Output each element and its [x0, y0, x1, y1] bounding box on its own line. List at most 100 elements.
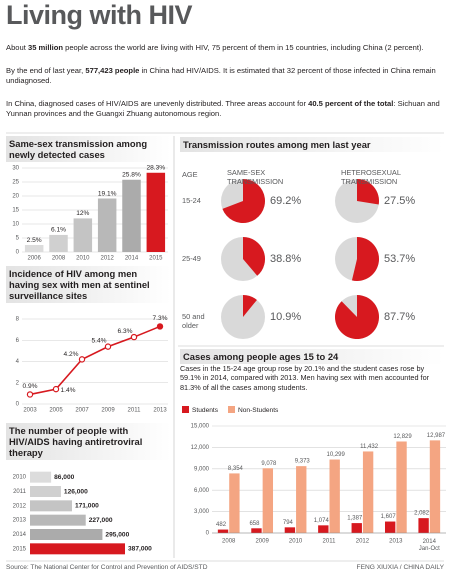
y-tick-label: 8 [16, 317, 20, 323]
value-label: 38.8% [270, 253, 301, 265]
text: people across the world are living with … [63, 43, 424, 52]
value-label: 387,000 [128, 546, 152, 553]
y-tick-label: 2011 [13, 489, 27, 495]
bar [229, 473, 240, 533]
y-tick-label: 2014 [13, 532, 27, 538]
y-tick-label: 25 [12, 180, 19, 186]
value-label: 6.3% [117, 328, 132, 335]
y-tick-label: 0 [206, 531, 210, 537]
value-label: 9,078 [261, 461, 277, 467]
legend-label: HETEROSEXUAL TRANSMISSION [341, 168, 401, 186]
y-tick-label: 6,000 [194, 488, 210, 494]
paragraph: About 35 million people across the world… [6, 43, 444, 53]
x-tick-label: 2013 [153, 408, 167, 414]
legend-swatch [182, 406, 189, 413]
bar [251, 528, 262, 533]
x-tick-label: 2013 [389, 539, 403, 545]
value-label: 1.4% [60, 387, 75, 394]
line [29, 325, 161, 396]
y-tick-label: 2010 [13, 475, 27, 481]
marker [52, 385, 60, 393]
y-tick-label: 30 [12, 166, 19, 172]
bar [362, 451, 374, 533]
highlight: 35 million [27, 43, 63, 52]
y-tick-label: 2012 [13, 503, 27, 509]
bar [49, 234, 68, 252]
bar [30, 543, 125, 555]
bar [396, 441, 407, 533]
bar [217, 529, 229, 533]
x-tick-label: 2014 Jan-Oct [419, 539, 440, 552]
y-tick-label: 0 [16, 402, 20, 408]
x-tick-label: 2011 [128, 408, 142, 414]
value-label: 12,987 [427, 433, 446, 439]
y-tick-label: 20 [12, 194, 19, 200]
value-label: 5.4% [91, 337, 106, 344]
pie-slice [243, 237, 265, 276]
chart-title: Incidence of HIV among men having sex wi… [6, 266, 171, 303]
chart-title: Cases among people ages 15 to 24 [180, 349, 444, 364]
value-label: 1,074 [314, 518, 330, 524]
bar [24, 245, 44, 252]
text: : Sichuan and Yunnan provinces and the G… [6, 99, 440, 118]
bar [30, 471, 52, 483]
value-label: 1,387 [347, 516, 363, 522]
x-tick-label: 2006 [27, 256, 41, 262]
legend-label: Students [192, 407, 219, 414]
text: About [6, 43, 28, 52]
bar [429, 440, 441, 533]
x-tick-label: 2008 [222, 539, 236, 545]
pie-slice [334, 295, 379, 339]
text: By the end of last year, [6, 66, 86, 75]
value-label: 794 [283, 520, 294, 526]
value-label: 2.5% [27, 237, 42, 244]
x-tick-label: 2008 [52, 256, 66, 262]
bar [384, 521, 396, 533]
bar [351, 523, 362, 533]
y-tick-label: 9,000 [194, 466, 210, 472]
pie-slice [357, 179, 380, 205]
credit: FENG XIUXIA / CHINA DAILY [356, 564, 444, 571]
bar [296, 466, 307, 533]
value-label: 53.7% [384, 253, 415, 265]
value-label: 482 [216, 522, 227, 528]
value-label: 8,354 [228, 466, 244, 472]
bar [30, 500, 72, 512]
y-tick-label: 5 [16, 236, 20, 242]
paragraph: By the end of last year, 577,423 people … [6, 66, 444, 86]
legend-label: Non-Students [238, 407, 279, 414]
y-tick-label: 2015 [13, 546, 27, 552]
paragraph: In China, diagnosed cases of HIV/AIDS ar… [6, 99, 444, 119]
value-label: 27.5% [384, 195, 415, 207]
y-tick-label: 4 [16, 359, 20, 365]
chart-title: Same-sex transmission among newly detect… [6, 136, 171, 162]
value-label: 11,432 [360, 444, 379, 450]
bar [97, 198, 117, 252]
value-label: 7.3% [152, 315, 167, 322]
y-tick-label: 12,000 [191, 445, 210, 451]
value-label: 12% [76, 210, 89, 217]
value-label: 28.3% [146, 165, 165, 172]
x-tick-label: 2011 [323, 539, 337, 545]
marker [156, 323, 164, 330]
value-label: 171,000 [75, 503, 99, 510]
value-label: 10,299 [327, 452, 346, 458]
chart-title: The number of people with HIV/AIDS havin… [6, 423, 171, 460]
row-label: 25-49 [182, 254, 201, 263]
y-tick-label: 10 [12, 222, 19, 228]
value-label: 86,000 [54, 474, 75, 481]
value-label: 25.8% [122, 172, 141, 179]
x-tick-label: 2005 [49, 408, 63, 414]
bar [30, 486, 61, 497]
bar [329, 459, 340, 533]
x-tick-label: 2010 [76, 256, 90, 262]
legend-swatch [228, 406, 235, 413]
value-label: 12,829 [393, 434, 412, 440]
value-label: 227,000 [89, 517, 113, 524]
y-tick-label: 2013 [13, 518, 27, 524]
pie-slice [351, 237, 379, 281]
bar [73, 218, 93, 252]
value-label: 6.1% [51, 227, 66, 234]
